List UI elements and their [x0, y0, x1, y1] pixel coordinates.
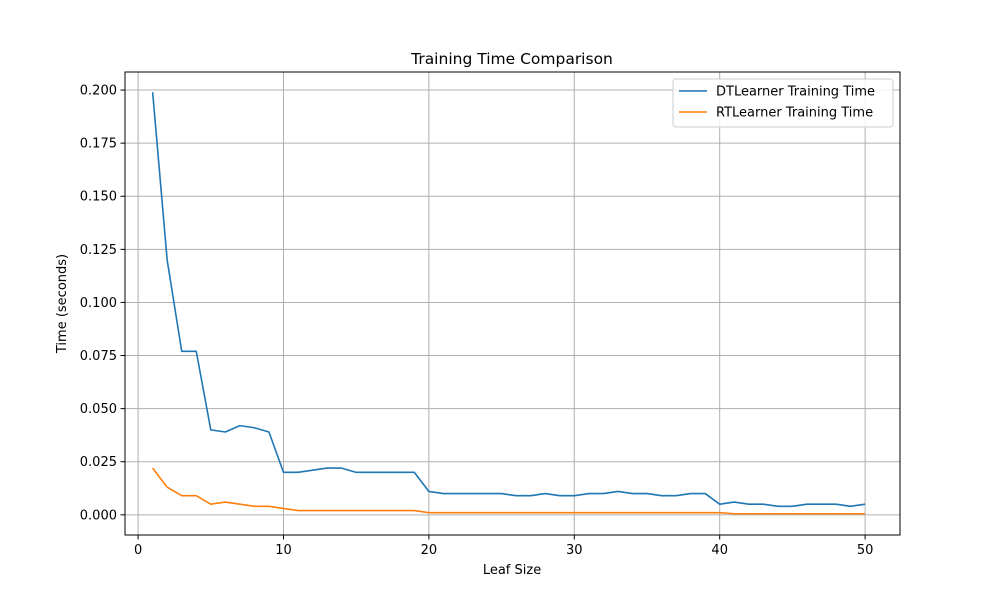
y-tick-label: 0.025 [80, 455, 117, 470]
y-tick-label: 0.200 [80, 84, 117, 99]
y-tick-label: 0.075 [80, 349, 117, 364]
legend-box [672, 78, 894, 128]
x-axis-label: Leaf Size [483, 563, 541, 578]
x-tick-label: 40 [711, 543, 728, 558]
x-tick-label: 30 [566, 543, 583, 558]
legend: DTLearner Training Time RTLearner Trainin… [672, 78, 894, 128]
x-tick-label: 10 [275, 543, 292, 558]
y-tick-label: 0.100 [80, 296, 117, 311]
legend-label-2: RTLearner Training Time [716, 106, 873, 121]
legend-label-1: DTLearner Training Time [716, 85, 875, 100]
plot-frame [124, 71, 901, 536]
chart-title: Training Time Comparison [410, 50, 613, 68]
grid [125, 72, 900, 535]
x-tick-label: 50 [857, 543, 874, 558]
series-line-2 [151, 467, 866, 515]
y-tick-label: 0.000 [80, 508, 117, 523]
x-tick-label: 0 [134, 543, 142, 558]
y-tick-label: 0.150 [80, 190, 117, 205]
axis-ticks: 0 10 20 30 40 50 0.000 0.025 0.050 0.075 0.100 0.12… [80, 84, 874, 558]
series-line-1 [151, 92, 866, 508]
y-tick-label: 0.125 [80, 243, 117, 258]
y-axis-label: Time (seconds) [55, 254, 70, 354]
x-tick-label: 20 [421, 543, 438, 558]
series-layer [151, 92, 866, 515]
y-tick-label: 0.175 [80, 137, 117, 152]
y-tick-label: 0.050 [80, 402, 117, 417]
